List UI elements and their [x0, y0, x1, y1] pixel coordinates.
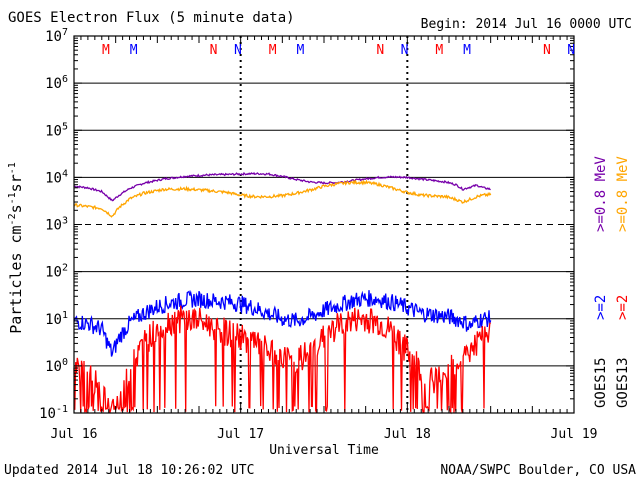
legend: GOES15 GOES13 >=2 >=2 >=0.8 MeV >=0.8 Me… — [593, 156, 631, 408]
y-tick-label-3: 102 — [45, 263, 68, 281]
marker-n-7: N — [401, 43, 409, 58]
legend-goes15-08mev: >=0.8 MeV — [593, 156, 609, 232]
gridlines — [74, 82, 574, 367]
legend-goes15-2mev: >=2 — [593, 295, 609, 320]
y-tick-label-7: 106 — [45, 74, 68, 92]
legend-goes13-2mev: >=2 — [615, 295, 631, 320]
y-axis-label-exp2: -1 — [7, 192, 18, 204]
y-axis-label-exp3: -1 — [7, 162, 18, 174]
series-line-3 — [73, 305, 492, 415]
marker-m-1: M — [130, 43, 138, 58]
marker-n-11: N — [567, 43, 575, 58]
legend-goes13-08mev: >=0.8 MeV — [615, 156, 631, 232]
updated-timestamp: Updated 2014 Jul 18 10:26:02 UTC — [4, 463, 254, 478]
axis-ticks — [73, 35, 575, 414]
chart-title: GOES Electron Flux (5 minute data) — [8, 10, 295, 26]
y-tick-label-8: 107 — [45, 27, 68, 45]
x-tick-label-0: Jul 16 — [51, 427, 98, 442]
y-tick-label-4: 103 — [45, 216, 68, 234]
marker-m-8: M — [435, 43, 443, 58]
y-axis-label: Particles cm-2s-1sr-1 — [7, 162, 25, 334]
y-axis-label-base: Particles cm — [7, 225, 25, 333]
legend-goes13-label: GOES13 — [615, 357, 631, 408]
y-axis-label-exp1: -2 — [7, 213, 18, 225]
y-tick-labels: 10-1 100 101 102 103 104 105 106 107 — [39, 27, 68, 422]
x-tick-label-3: Jul 19 — [551, 427, 598, 442]
marker-m-9: M — [463, 43, 471, 58]
marker-n-2: N — [210, 43, 218, 58]
series-line-1 — [73, 179, 492, 218]
y-tick-label-2: 101 — [45, 310, 68, 328]
credit: NOAA/SWPC Boulder, CO USA — [440, 463, 636, 478]
legend-goes15-label: GOES15 — [593, 357, 609, 408]
y-axis-label-mid1: s — [7, 204, 25, 213]
marker-n-6: N — [376, 43, 384, 58]
marker-m-5: M — [296, 43, 304, 58]
y-tick-label-0: 10-1 — [39, 404, 68, 422]
marker-m-0: M — [102, 43, 110, 58]
series-line-2 — [73, 290, 492, 357]
x-tick-label-1: Jul 17 — [217, 427, 264, 442]
x-tick-labels: Jul 16 Jul 17 Jul 18 Jul 19 — [51, 427, 598, 442]
y-tick-label-1: 100 — [45, 357, 68, 375]
y-tick-label-6: 105 — [45, 121, 68, 139]
series-line-0 — [74, 171, 491, 202]
begin-label: Begin: 2014 Jul 16 0000 UTC — [421, 17, 632, 32]
series-layer — [73, 171, 492, 415]
y-axis-label-mid2: sr — [7, 174, 25, 192]
y-tick-label-5: 104 — [45, 168, 68, 186]
marker-n-10: N — [543, 43, 551, 58]
marker-n-3: N — [234, 43, 242, 58]
x-tick-label-2: Jul 18 — [384, 427, 431, 442]
x-axis-label: Universal Time — [269, 443, 379, 458]
marker-m-4: M — [269, 43, 277, 58]
plot-frame — [73, 35, 575, 414]
